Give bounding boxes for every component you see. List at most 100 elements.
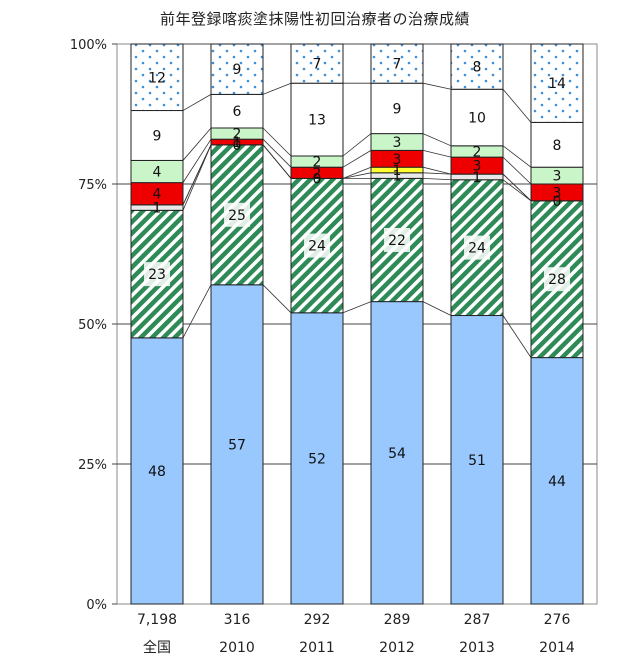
data-label: 25 xyxy=(228,208,246,224)
data-label: 1 xyxy=(153,201,162,217)
data-label-bg xyxy=(144,262,170,287)
data-label: 14 xyxy=(548,76,566,92)
series-connector xyxy=(502,88,532,123)
data-label: 3 xyxy=(553,169,562,185)
x-category-label: 全国 xyxy=(143,639,171,656)
x-category-label: 2011 xyxy=(299,640,335,656)
x-category-label: 2014 xyxy=(539,640,575,656)
data-label: 57 xyxy=(228,437,246,453)
data-label: 13 xyxy=(308,113,326,129)
data-label: 10 xyxy=(468,111,486,127)
series-connector xyxy=(342,150,372,168)
data-label: 0 xyxy=(313,171,322,187)
data-label: 48 xyxy=(148,464,166,480)
data-label: 4 xyxy=(153,165,162,181)
data-label: 9 xyxy=(233,62,242,78)
bar-segment xyxy=(210,93,264,129)
series-connector xyxy=(502,156,532,185)
series-connector xyxy=(182,138,212,183)
data-label: 3 xyxy=(393,135,402,151)
series-connector xyxy=(262,138,292,168)
data-label: 12 xyxy=(148,70,166,86)
y-tick-label: 50% xyxy=(78,318,107,333)
data-label: 1 xyxy=(393,163,402,179)
data-label: 8 xyxy=(553,138,562,154)
series-connector xyxy=(262,127,292,157)
data-label-bg xyxy=(384,228,410,252)
series-connector xyxy=(262,284,292,314)
series-connector xyxy=(422,133,452,147)
x-count-label: 289 xyxy=(384,612,411,628)
series-connector xyxy=(182,94,212,111)
x-count-label: 292 xyxy=(304,612,331,628)
series-connector xyxy=(342,133,372,157)
data-label-bg xyxy=(464,235,490,260)
y-tick-label: 0% xyxy=(86,598,107,613)
data-label: 52 xyxy=(308,451,326,467)
bar-segment xyxy=(450,43,504,90)
x-count-label: 7,198 xyxy=(137,612,177,628)
data-label: 2 xyxy=(233,127,242,143)
data-label-bg xyxy=(224,202,250,227)
data-label: 24 xyxy=(308,239,326,255)
data-label: 0 xyxy=(553,194,562,210)
bar-segment xyxy=(210,284,264,605)
data-label: 1 xyxy=(393,169,402,185)
data-label: 4 xyxy=(153,187,162,203)
data-label-bg xyxy=(544,267,570,292)
series-connector xyxy=(342,172,372,179)
series-connector xyxy=(422,301,452,316)
data-label: 2 xyxy=(473,144,482,160)
data-label: 2 xyxy=(313,166,322,182)
data-label: 0 xyxy=(233,138,242,154)
data-label-bg xyxy=(304,233,330,258)
bar-segment xyxy=(450,315,504,605)
x-category-label: 2013 xyxy=(459,640,495,656)
data-label: 28 xyxy=(548,272,566,288)
series-connector xyxy=(422,166,452,175)
series-connector xyxy=(502,145,532,168)
data-label: 9 xyxy=(153,128,162,144)
chart-title: 前年登録喀痰塗抹陽性初回治療者の治療成績 xyxy=(159,10,470,28)
y-tick-label: 100% xyxy=(70,38,107,53)
x-count-label: 287 xyxy=(464,612,491,628)
data-label: 7 xyxy=(393,57,402,73)
y-tick-label: 75% xyxy=(78,178,107,193)
data-label: 22 xyxy=(388,233,406,249)
data-label: 3 xyxy=(393,152,402,168)
series-connector xyxy=(182,127,212,161)
series-connector xyxy=(342,301,372,314)
data-label: 51 xyxy=(468,453,486,469)
data-label: 8 xyxy=(473,60,482,76)
data-label: 44 xyxy=(548,474,566,490)
x-category-label: 2010 xyxy=(219,640,255,656)
bar-segment xyxy=(130,43,184,112)
data-label: 1 xyxy=(233,135,242,151)
series-connector xyxy=(502,173,532,202)
series-connector xyxy=(262,144,292,179)
bar-segment xyxy=(130,110,184,161)
data-label: 6 xyxy=(233,104,242,120)
series-connector xyxy=(422,172,452,175)
x-category-label: 2012 xyxy=(379,640,415,656)
series-connector xyxy=(422,178,452,181)
bar-segment xyxy=(530,43,584,123)
data-label: 7 xyxy=(313,57,322,73)
series-connector xyxy=(422,82,452,90)
series-connector xyxy=(182,144,212,205)
data-label: 23 xyxy=(148,267,166,283)
y-tick-label: 25% xyxy=(78,458,107,473)
bar-segment xyxy=(290,312,344,605)
series-connector xyxy=(342,166,372,179)
bar-segment xyxy=(210,43,264,95)
series-connector xyxy=(502,179,532,202)
bar-segment xyxy=(290,43,344,84)
data-label: 9 xyxy=(393,101,402,117)
bar-segment xyxy=(290,82,344,157)
series-connector xyxy=(262,82,292,95)
bar-segment xyxy=(450,88,504,147)
bar-segment xyxy=(530,121,584,168)
series-connector xyxy=(422,150,452,158)
bar-segment xyxy=(450,179,504,317)
